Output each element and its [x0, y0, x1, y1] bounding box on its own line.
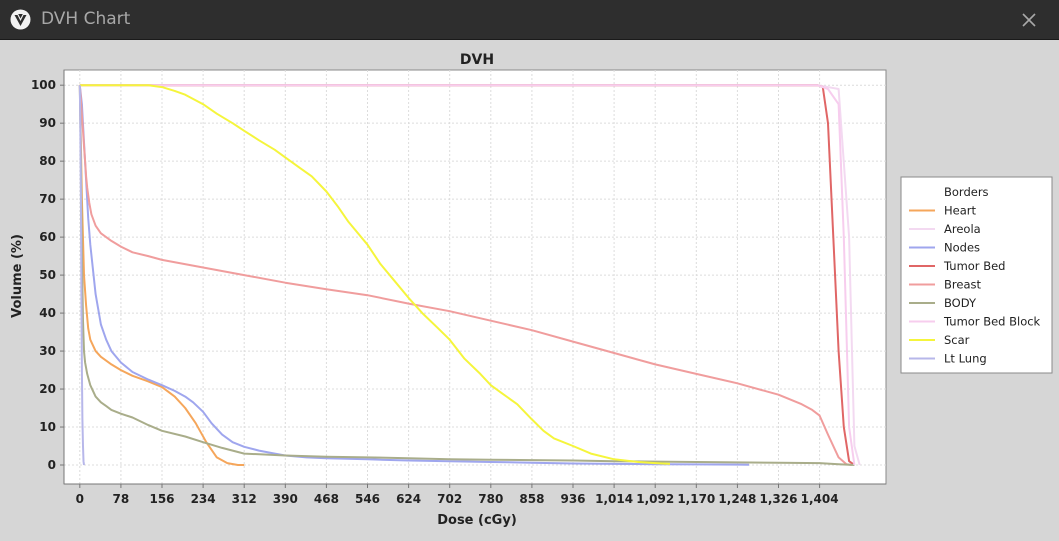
- x-tick-label: 780: [478, 492, 503, 506]
- app-logo-icon: [10, 9, 31, 30]
- x-tick-label: 468: [314, 492, 339, 506]
- y-tick-label: 70: [39, 192, 56, 206]
- x-tick-label: 0: [76, 492, 84, 506]
- chart-panel: DVH 0 78 156 234 312 390 468 546 624 702 780 858 936…: [0, 40, 1059, 537]
- y-tick-label: 30: [39, 344, 56, 358]
- legend-label-body: BODY: [944, 296, 977, 310]
- y-tick-label: 80: [39, 154, 56, 168]
- x-tick-label: 312: [232, 492, 257, 506]
- close-icon[interactable]: [1017, 8, 1041, 32]
- x-tick-label: 1,092: [636, 492, 674, 506]
- series-line-breast: [78, 85, 852, 466]
- x-tick-label: 702: [437, 492, 462, 506]
- y-tick-label: 40: [39, 306, 56, 320]
- y-ticks: 0 10 20 30 40 50 60 70 80 90 100: [31, 78, 64, 472]
- y-tick-label: 0: [48, 458, 56, 472]
- x-tick-label: 1,014: [595, 492, 633, 506]
- legend-label-scar: Scar: [944, 333, 970, 347]
- x-tick-label: 936: [560, 492, 585, 506]
- x-tick-label: 1,404: [801, 492, 839, 506]
- y-tick-label: 100: [31, 78, 56, 92]
- x-tick-label: 1,170: [677, 492, 715, 506]
- legend-label-borders: Borders: [944, 185, 989, 199]
- series-line-heart: [78, 85, 245, 466]
- y-tick-label: 10: [39, 420, 56, 434]
- series-line-lt-lung: [78, 85, 85, 466]
- series-line-scar: [79, 84, 671, 465]
- legend-label-lt-lung: Lt Lung: [944, 352, 987, 366]
- x-tick-label: 1,248: [718, 492, 756, 506]
- x-tick-label: 156: [149, 492, 174, 506]
- x-tick-label: 78: [113, 492, 130, 506]
- legend-label-nodes: Nodes: [944, 241, 980, 255]
- y-tick-label: 50: [39, 268, 56, 282]
- legend: Borders Heart Areola Nodes Tumor Bed Breast BO…: [900, 176, 1053, 374]
- legend-label-tumor-bed-block: Tumor Bed Block: [943, 315, 1041, 329]
- y-tick-label: 60: [39, 230, 56, 244]
- series-line-nodes: [78, 85, 750, 466]
- y-axis-label: Volume (%): [10, 234, 25, 318]
- plot-area: [63, 69, 887, 485]
- series-layer: [78, 84, 861, 466]
- dvh-chart: DVH 0 78 156 234 312 390 468 546 624 702 780 858 936…: [10, 52, 1053, 528]
- x-tick-label: 624: [396, 492, 421, 506]
- series-line-tumor-bed-block: [79, 84, 856, 466]
- legend-label-breast: Breast: [944, 278, 981, 292]
- legend-label-heart: Heart: [944, 204, 976, 218]
- x-tick-label: 234: [191, 492, 216, 506]
- title-bar[interactable]: DVH Chart: [0, 0, 1059, 40]
- x-tick-label: 858: [519, 492, 544, 506]
- window-title: DVH Chart: [41, 9, 131, 29]
- y-tick-label: 90: [39, 116, 56, 130]
- y-tick-label: 20: [39, 382, 56, 396]
- legend-box: [900, 176, 1053, 374]
- x-tick-label: 390: [273, 492, 298, 506]
- x-tick-label: 546: [355, 492, 380, 506]
- legend-label-areola: Areola: [944, 222, 981, 236]
- x-axis-label: Dose (cGy): [437, 513, 517, 528]
- x-ticks: 0 78 156 234 312 390 468 546 624 702 780 858 936 1,01…: [76, 484, 839, 506]
- x-tick-label: 1,326: [760, 492, 798, 506]
- series-line-body: [78, 85, 855, 466]
- chart-title: DVH: [460, 52, 494, 68]
- legend-label-tumor-bed: Tumor Bed: [943, 259, 1005, 273]
